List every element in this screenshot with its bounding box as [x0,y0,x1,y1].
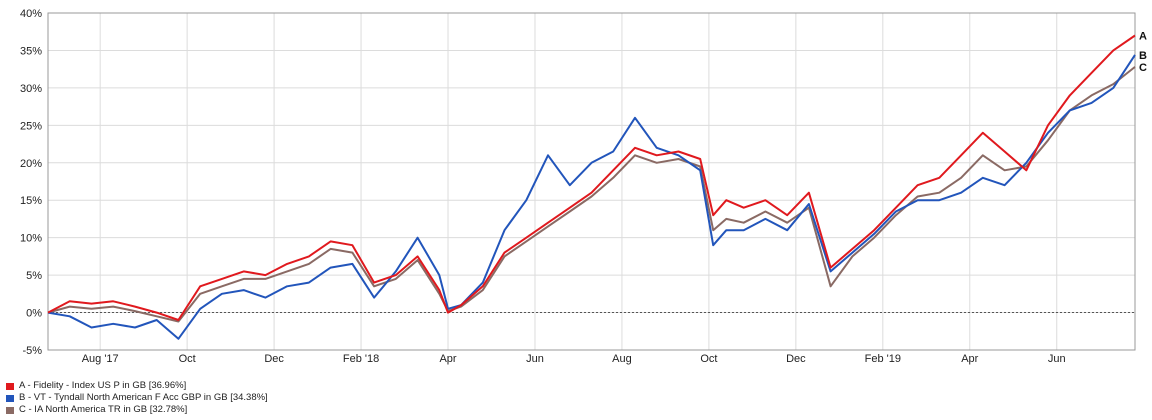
y-axis-ticks: 40% 35% 30% 25% 20% 15% 10% 5% 0% -5% [20,8,42,357]
plot-frame [47,12,1136,351]
legend-label-c: C - IA North America TR in GB [32.78%] [19,404,188,415]
legend-item-b: B - VT - Tyndall North American F Acc GB… [6,392,268,404]
x-tick-label: Aug [612,353,632,365]
axes [47,12,1136,351]
x-tick-label: Feb '19 [865,353,901,365]
series-lines [47,34,1136,340]
legend-label-b: B - VT - Tyndall North American F Acc GB… [19,392,268,403]
x-tick-label: Apr [439,353,456,365]
series-line-c [47,66,1136,323]
y-tick-label: 40% [20,8,42,20]
legend-item-c: C - IA North America TR in GB [32.78%] [6,404,268,416]
line-chart: 40% 35% 30% 25% 20% 15% 10% 5% 0% -5% Aug '17 Oct D… [20,8,1147,365]
series-end-label-a: A [1139,30,1147,42]
series-end-label-c: C [1139,62,1147,74]
series-line-a [47,34,1136,321]
x-tick-label: Oct [700,353,717,365]
x-tick-label: Aug '17 [82,353,119,365]
y-tick-label: 10% [20,233,42,245]
y-tick-label: 25% [20,120,42,132]
x-tick-label: Dec [786,353,806,365]
y-tick-label: 20% [20,158,42,170]
x-tick-label: Apr [961,353,978,365]
y-tick-label: 15% [20,195,42,207]
x-tick-label: Dec [264,353,284,365]
legend: A - Fidelity - Index US P in GB [36.96%]… [6,380,268,416]
legend-swatch-c [6,406,14,414]
legend-label-a: A - Fidelity - Index US P in GB [36.96%] [19,380,187,391]
legend-swatch-b [6,394,14,402]
x-tick-label: Feb '18 [343,353,379,365]
x-tick-label: Jun [1048,353,1066,365]
series-line-b [47,54,1136,340]
grid [48,12,1135,351]
x-tick-label: Jun [526,353,544,365]
x-tick-label: Oct [179,353,196,365]
series-end-label-b: B [1139,50,1147,62]
y-tick-label: 0% [26,308,42,320]
series-end-labels: ABC [1139,30,1147,73]
y-tick-label: 35% [20,45,42,57]
y-tick-label: -5% [22,345,42,357]
x-axis-ticks: Aug '17 Oct Dec Feb '18 Apr Jun Aug Oct Dec Feb '… [82,353,1066,365]
y-tick-label: 30% [20,83,42,95]
y-tick-label: 5% [26,270,42,282]
legend-swatch-a [6,382,14,390]
legend-item-a: A - Fidelity - Index US P in GB [36.96%] [6,380,268,392]
